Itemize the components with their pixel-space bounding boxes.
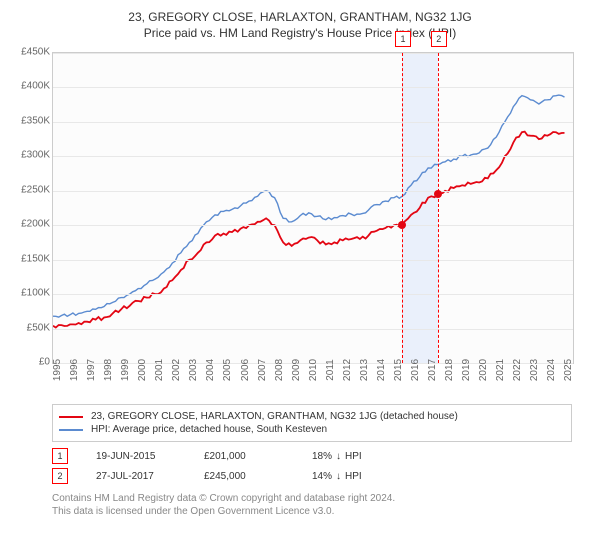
series-hpi xyxy=(53,95,565,317)
transaction-marker-1: 1 xyxy=(52,448,68,464)
series-property xyxy=(53,132,565,328)
transaction-row: 2 27-JUL-2017 £245,000 14% ↓ HPI xyxy=(52,468,590,484)
sale-dot xyxy=(398,221,406,229)
arrow-down-icon: ↓ xyxy=(336,451,341,462)
y-axis-label: £450K xyxy=(10,47,50,58)
plot-inner: 12 xyxy=(52,52,574,364)
y-axis-label: £100K xyxy=(10,288,50,299)
sale-dot xyxy=(434,190,442,198)
legend-label-hpi: HPI: Average price, detached house, Sout… xyxy=(91,424,327,435)
footer-line-1: Contains HM Land Registry data © Crown c… xyxy=(52,492,590,505)
y-axis-label: £250K xyxy=(10,184,50,195)
sale-vline xyxy=(438,53,439,363)
titles: 23, GREGORY CLOSE, HARLAXTON, GRANTHAM, … xyxy=(10,10,590,40)
y-axis-label: £350K xyxy=(10,115,50,126)
legend-swatch-property xyxy=(59,416,83,418)
transactions-table: 1 19-JUN-2015 £201,000 18% ↓ HPI 2 27-JU… xyxy=(52,448,590,484)
transaction-date: 19-JUN-2015 xyxy=(96,451,176,462)
transaction-hpi: 18% ↓ HPI xyxy=(312,451,362,462)
plot-area: £0 £50K £100K £150K £200K £250K £300K £350K £400… xyxy=(10,46,580,396)
y-axis-label: £300K xyxy=(10,150,50,161)
legend-row-property: 23, GREGORY CLOSE, HARLAXTON, GRANTHAM, … xyxy=(59,411,565,422)
x-axis-label: 2025 xyxy=(563,359,589,381)
legend-swatch-hpi xyxy=(59,429,83,431)
subtitle: Price paid vs. HM Land Registry's House … xyxy=(10,26,590,40)
sale-marker-1: 1 xyxy=(395,31,411,47)
chart-container: 23, GREGORY CLOSE, HARLAXTON, GRANTHAM, … xyxy=(0,0,600,524)
transaction-row: 1 19-JUN-2015 £201,000 18% ↓ HPI xyxy=(52,448,590,464)
address-title: 23, GREGORY CLOSE, HARLAXTON, GRANTHAM, … xyxy=(10,10,590,24)
transaction-marker-2: 2 xyxy=(52,468,68,484)
footer: Contains HM Land Registry data © Crown c… xyxy=(52,492,590,518)
sale-marker-2: 2 xyxy=(431,31,447,47)
transaction-price: £245,000 xyxy=(204,471,284,482)
transaction-date: 27-JUL-2017 xyxy=(96,471,176,482)
sale-vline xyxy=(402,53,403,363)
arrow-down-icon: ↓ xyxy=(336,471,341,482)
legend: 23, GREGORY CLOSE, HARLAXTON, GRANTHAM, … xyxy=(52,404,572,442)
legend-label-property: 23, GREGORY CLOSE, HARLAXTON, GRANTHAM, … xyxy=(91,411,458,422)
legend-row-hpi: HPI: Average price, detached house, Sout… xyxy=(59,424,565,435)
footer-line-2: This data is licensed under the Open Gov… xyxy=(52,505,590,518)
y-axis-label: £400K xyxy=(10,81,50,92)
y-axis-label: £50K xyxy=(10,322,50,333)
y-axis-label: £200K xyxy=(10,219,50,230)
transaction-price: £201,000 xyxy=(204,451,284,462)
line-svg xyxy=(53,53,573,363)
transaction-hpi: 14% ↓ HPI xyxy=(312,471,362,482)
y-axis-label: £150K xyxy=(10,253,50,264)
y-axis-label: £0 xyxy=(10,357,50,368)
